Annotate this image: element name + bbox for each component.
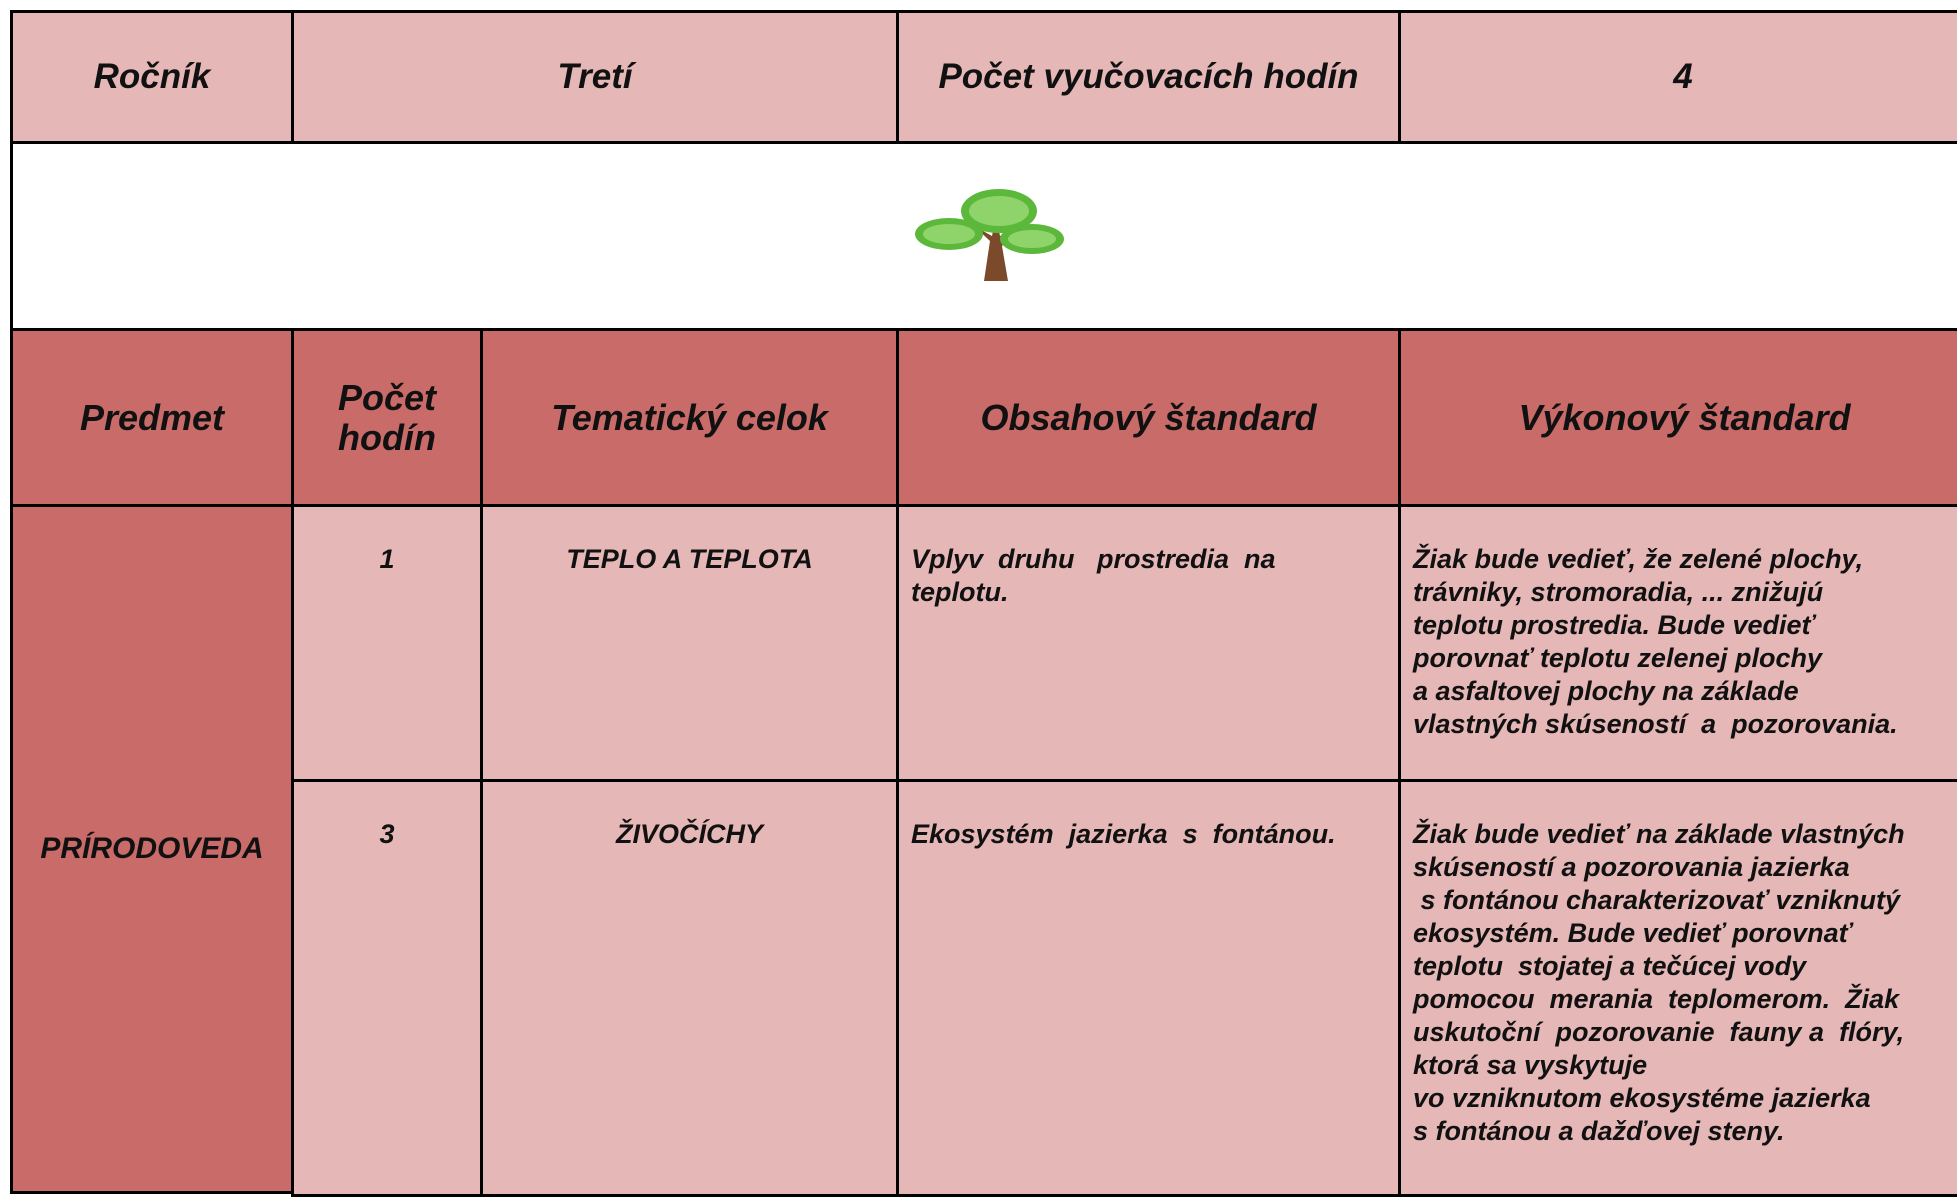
column-header: Výkonový štandard [1398, 328, 1957, 507]
text-line: porovnať teplotu zelenej plochy [1413, 643, 1822, 673]
column-header: Počet hodín [291, 328, 483, 507]
text-line: Žiak bude vedieť, že zelené plochy, [1413, 544, 1864, 574]
header-text: Predmet [79, 396, 225, 438]
hours-cell: 1 [291, 504, 483, 782]
text-line: a asfaltovej plochy na základe [1413, 676, 1799, 706]
text-line: vo vzniknutom ekosystéme jazierka [1413, 1083, 1871, 1113]
label: Ročník [93, 57, 211, 96]
subject-cell: PRÍRODOVEDA [10, 504, 294, 1194]
text-line: Ekosystém jazierka s fontánou. [911, 819, 1336, 849]
topic-cell: ŽIVOČÍCHY [480, 779, 899, 1197]
text-line: Žiak bude vedieť na základe vlastných [1413, 819, 1905, 849]
column-header: Obsahový štandard [896, 328, 1401, 507]
performance-cell: Žiak bude vedieť na základe vlastných skú… [1398, 779, 1957, 1197]
subject: PRÍRODOVEDA [40, 832, 264, 865]
tree-icon [915, 189, 1064, 281]
hours: 3 [379, 819, 395, 849]
text-line: skúseností a pozorovania jazierka [1413, 852, 1850, 882]
text-line: uskutoční pozorovanie fauny a flóry, [1413, 1017, 1905, 1047]
text-line: teplotu prostredia. Bude vedieť [1413, 610, 1815, 640]
performance-cell: Žiak bude vedieť, že zelené plochy, trávn… [1398, 504, 1957, 782]
column-header: Predmet [10, 328, 294, 507]
cell: Tretí [291, 10, 899, 144]
value: Tretí [557, 57, 633, 96]
value: 4 [1673, 57, 1693, 96]
cell: 4 [1398, 10, 1957, 144]
header-text: Tematický celok [551, 396, 828, 438]
hours: 1 [379, 544, 395, 574]
text-line: s fontánou charakterizovať vzniknutý [1413, 885, 1901, 915]
text-line: ktorá sa vyskytuje [1413, 1050, 1648, 1080]
hours-cell: 3 [291, 779, 483, 1197]
column-header: Tematický celok [480, 328, 899, 507]
header-text: Obsahový štandard [980, 396, 1317, 438]
topic-cell: TEPLO A TEPLOTA [480, 504, 899, 782]
header-text: Počet hodín [337, 376, 437, 458]
content-cell: Ekosystém jazierka s fontánou. [896, 779, 1401, 1197]
cell: Počet vyučovacích hodín [896, 10, 1401, 144]
text-line: teplotu stojatej a tečúcej vody [1413, 951, 1807, 981]
topic: ŽIVOČÍCHY [615, 819, 763, 849]
text-line: s fontánou a dažďovej steny. [1413, 1116, 1785, 1146]
label: Počet vyučovacích hodín [938, 57, 1359, 96]
text-line: trávniky, stromoradia, ... znižujú [1413, 577, 1824, 607]
topic: TEPLO A TEPLOTA [566, 544, 813, 574]
image-row [10, 141, 1957, 331]
text-line: Vplyv druhu prostredia na [911, 544, 1276, 574]
text-line: ekosystém. Bude vedieť porovnať [1413, 918, 1852, 948]
content-cell: Vplyv druhu prostredia na teplotu. [896, 504, 1401, 782]
text-line: teplotu. [911, 577, 1009, 607]
text-line: vlastných skúseností a pozorovania. [1413, 709, 1898, 739]
text-line: pomocou merania teplomerom. Žiak [1413, 984, 1900, 1014]
header-text: Výkonový štandard [1518, 396, 1851, 438]
cell: Ročník [10, 10, 294, 144]
